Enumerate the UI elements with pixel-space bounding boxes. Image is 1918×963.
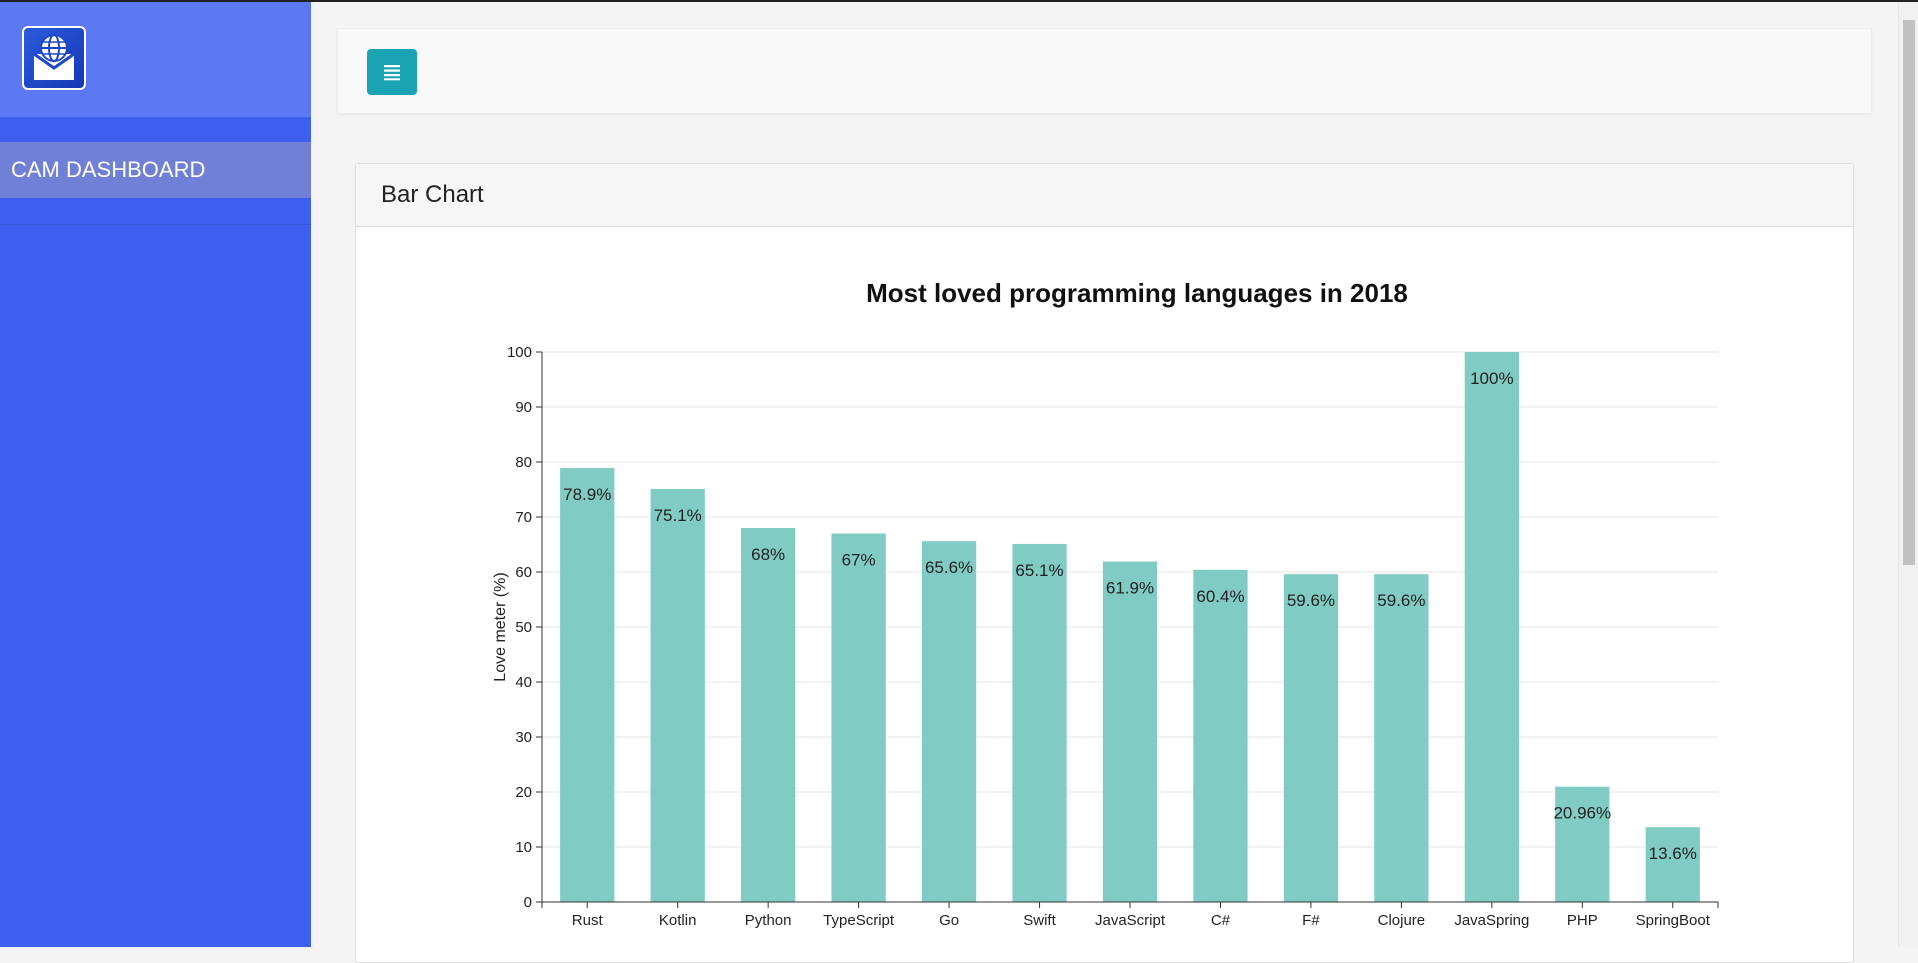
- sidebar-brand: [0, 2, 311, 117]
- sidebar-item-cam-dashboard[interactable]: CAM DASHBOARD: [0, 142, 311, 198]
- bar: [560, 468, 615, 902]
- x-tick-label: Python: [745, 912, 792, 929]
- x-tick-label: PHP: [1567, 912, 1598, 929]
- y-tick-label: 60: [515, 564, 532, 581]
- y-tick-label: 80: [515, 454, 532, 471]
- bar: [1102, 561, 1158, 902]
- y-axis-label: Love meter (%): [492, 572, 509, 681]
- scrollbar-thumb[interactable]: [1903, 20, 1915, 565]
- bar-chart: Most loved programming languages in 2018…: [492, 278, 1719, 929]
- bar: [650, 488, 705, 902]
- x-tick-label: Go: [939, 912, 959, 929]
- bar: [1012, 543, 1067, 902]
- y-tick-label: 10: [515, 839, 532, 856]
- data-label: 59.6%: [1377, 591, 1425, 610]
- sidebar: CAM DASHBOARD: [0, 2, 311, 947]
- x-tick-label: Rust: [572, 912, 604, 929]
- bar: [1464, 352, 1519, 902]
- data-label: 65.1%: [1015, 561, 1063, 580]
- bar: [831, 533, 886, 902]
- y-tick-label: 70: [515, 509, 532, 526]
- card-title: Bar Chart: [356, 164, 1853, 227]
- data-label: 67%: [842, 551, 876, 570]
- y-tick-label: 40: [515, 674, 532, 691]
- bar: [921, 541, 977, 902]
- data-label: 60.4%: [1196, 587, 1244, 606]
- data-label: 61.9%: [1106, 579, 1154, 598]
- data-label: 75.1%: [654, 506, 702, 525]
- sidebar-divider: [0, 224, 311, 225]
- bar: [1193, 569, 1248, 902]
- data-label: 100%: [1470, 369, 1513, 388]
- y-tick-label: 30: [515, 729, 532, 746]
- data-label: 13.6%: [1649, 844, 1697, 863]
- bar: [1555, 786, 1610, 902]
- x-tick-label: C#: [1211, 912, 1231, 929]
- x-tick-label: JavaScript: [1095, 912, 1166, 929]
- sidebar-item-label: CAM DASHBOARD: [11, 157, 206, 182]
- x-tick-label: SpringBoot: [1636, 912, 1711, 929]
- data-label: 20.96%: [1553, 804, 1611, 823]
- y-tick-label: 20: [515, 784, 532, 801]
- bar: [1283, 574, 1339, 902]
- data-label: 65.6%: [925, 558, 973, 577]
- vertical-scrollbar[interactable]: [1898, 2, 1918, 947]
- hamburger-list-icon: [384, 65, 400, 81]
- x-tick-label: F#: [1302, 912, 1320, 929]
- chart-title: Most loved programming languages in 2018: [866, 278, 1408, 308]
- x-tick-label: Kotlin: [659, 912, 697, 929]
- data-label: 68%: [751, 545, 785, 564]
- bar: [741, 528, 796, 902]
- bar: [1645, 827, 1700, 902]
- y-tick-label: 90: [515, 399, 532, 416]
- data-label: 59.6%: [1287, 591, 1335, 610]
- x-tick-label: JavaSpring: [1454, 912, 1529, 929]
- y-tick-label: 50: [515, 619, 532, 636]
- x-tick-label: Swift: [1023, 912, 1056, 929]
- x-tick-label: TypeScript: [823, 912, 895, 929]
- bar: [1374, 574, 1429, 902]
- menu-toggle-button[interactable]: [367, 49, 417, 95]
- x-tick-label: Clojure: [1378, 912, 1426, 929]
- y-tick-label: 0: [524, 894, 532, 911]
- top-navbar: [337, 28, 1872, 114]
- data-label: 78.9%: [563, 485, 611, 504]
- mail-globe-logo-icon[interactable]: [22, 26, 86, 90]
- y-tick-label: 100: [507, 344, 532, 361]
